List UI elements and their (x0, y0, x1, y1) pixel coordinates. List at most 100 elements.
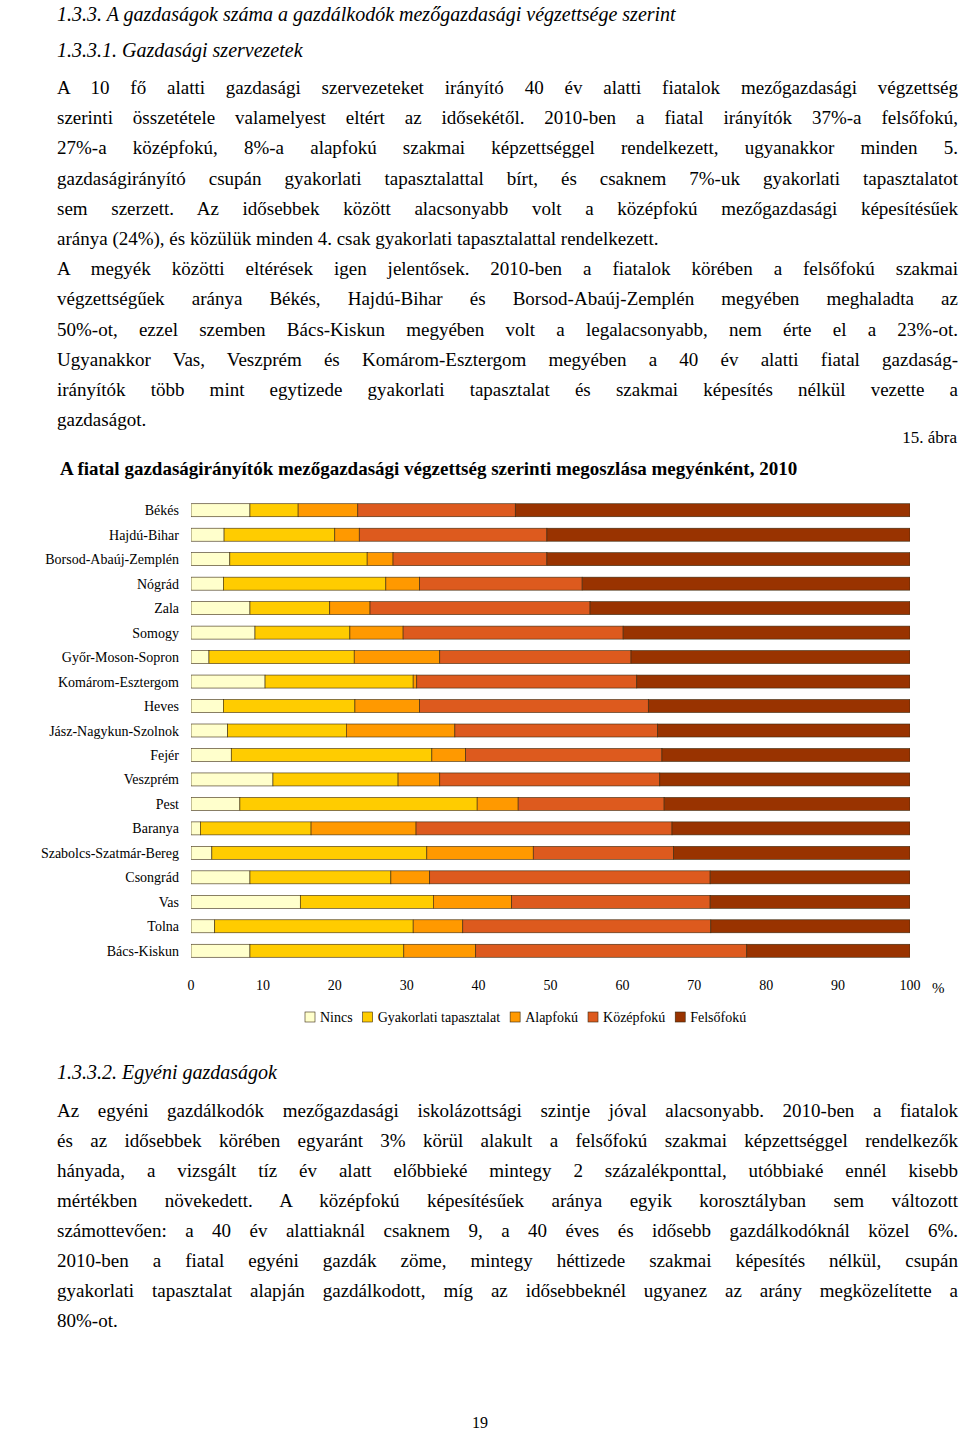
bar-segment (658, 724, 910, 737)
paragraph-line: gyakorlati tapasztalat alapján gazdálkod… (57, 1278, 958, 1304)
bar-segment (250, 504, 298, 517)
tick-label: 30 (400, 978, 414, 993)
category-label: Borsod-Abaúj-Zemplén (45, 552, 179, 567)
bar-segment (515, 504, 910, 517)
paragraph-line: gazdaságirányító csupán gyakorlati tapas… (57, 166, 958, 192)
bar-segment (191, 651, 209, 664)
bar-segment (191, 626, 255, 639)
tick-label: 20 (328, 978, 342, 993)
bar-segment (711, 920, 910, 933)
paragraph-line: A 10 fő alatti gazdasági szervezeteket i… (57, 75, 958, 101)
bar-segment (191, 577, 223, 590)
bar-segment (359, 528, 547, 541)
bar-segment (215, 920, 413, 933)
bar-segment (191, 700, 223, 713)
bar-segment (476, 944, 747, 957)
chart-title: A fiatal gazdaságirányítók mezőgazdasági… (60, 458, 797, 479)
paragraph-line: hányada, a vizsgált tíz év alatt előbbie… (57, 1158, 958, 1184)
bar-segment (413, 920, 463, 933)
bar-segment (230, 553, 367, 566)
paragraph-line: szerinti összetétele valamelyest eltért … (57, 105, 958, 131)
paragraph-line: irányítók több mint egytizede gyakorlati… (57, 377, 958, 403)
bar-segment (355, 700, 420, 713)
paragraph-line: számottevően: a 40 év alattiaknál csakne… (57, 1218, 958, 1244)
category-label: Fejér (150, 748, 179, 763)
legend-swatch (510, 1012, 520, 1022)
bar-segment (440, 651, 631, 664)
bar-segment (191, 602, 250, 615)
bar-segment (223, 700, 355, 713)
legend-swatch (588, 1012, 598, 1022)
tick-label: 40 (472, 978, 486, 993)
paragraph-line: 80%-ot. (57, 1308, 958, 1334)
category-label: Tolna (147, 919, 179, 934)
bar-segment (420, 577, 582, 590)
bar-segment (582, 577, 910, 590)
bar-segment (433, 895, 511, 908)
bar-segment (200, 822, 311, 835)
bar-segment (637, 675, 910, 688)
bar-segment (432, 748, 466, 761)
bar-segment (391, 871, 430, 884)
bar-segment (298, 504, 358, 517)
paragraph-line: mértékben növekedett. A középfokú képesí… (57, 1188, 958, 1214)
category-label: Békés (145, 503, 179, 518)
paragraph-line: és az idősebbek körében egyaránt 3% körü… (57, 1128, 958, 1154)
legend-swatch (363, 1012, 373, 1022)
bar-segment (370, 602, 590, 615)
paragraph-line: 50%-ot, ezzel szemben Bács-Kiskun megyéb… (57, 317, 958, 343)
category-label: Vas (159, 895, 179, 910)
category-label: Zala (154, 601, 180, 616)
bar-segment (250, 944, 404, 957)
bar-segment (386, 577, 420, 590)
tick-label: 10 (256, 978, 270, 993)
chart: 15. ábra A fiatal gazdaságirányítók mezőg… (0, 0, 960, 1432)
category-label: Hajdú-Bihar (109, 528, 179, 543)
axis-label: % (932, 980, 945, 996)
bar-segment (255, 626, 350, 639)
paragraph-line: 27%-a középfokú, 8%-a alapfokú szakmai k… (57, 135, 958, 161)
bar-segment (191, 724, 228, 737)
bar-segment (672, 822, 910, 835)
bar-segment (547, 553, 910, 566)
bar-segment (398, 773, 440, 786)
category-label: Heves (144, 699, 179, 714)
tick-label: 100 (900, 978, 921, 993)
bar-segment (533, 846, 673, 859)
legend-label: Középfokú (603, 1010, 665, 1025)
category-label: Pest (156, 797, 179, 812)
bar-segment (191, 944, 250, 957)
paragraph-line: Az egyéni gazdálkodók mezőgazdasági isko… (57, 1098, 958, 1124)
bar-segment (367, 553, 393, 566)
legend-swatch (305, 1012, 315, 1022)
figure-number: 15. ábra (902, 428, 957, 447)
bar-segment (231, 748, 432, 761)
bar-segment (346, 724, 455, 737)
category-label: Nógrád (137, 577, 179, 592)
bar-segment (311, 822, 416, 835)
legend-label: Nincs (320, 1010, 353, 1025)
bar-segment (300, 895, 433, 908)
bar-segment (191, 846, 212, 859)
bar-segment (191, 748, 231, 761)
paragraph-line: gazdaságot. (57, 407, 958, 433)
bar-segment (191, 773, 273, 786)
section-heading: 1.3.3. A gazdaságok száma a gazdálkodók … (57, 1, 958, 27)
bar-segment (250, 602, 330, 615)
bar-segment (590, 602, 910, 615)
category-label: Győr-Moson-Sopron (62, 650, 179, 665)
category-label: Baranya (132, 821, 179, 836)
bar-segment (403, 626, 623, 639)
category-label: Somogy (132, 626, 179, 641)
bar-segment (191, 797, 240, 810)
bar-segment (440, 773, 660, 786)
bar-segment (350, 626, 403, 639)
bar-segment (420, 700, 649, 713)
bar-segment (413, 675, 417, 688)
bar-segment (710, 871, 910, 884)
paragraph-line: aránya (24%), és közülük minden 4. csak … (57, 226, 958, 252)
tick-label: 60 (615, 978, 629, 993)
category-label: Veszprém (124, 772, 179, 787)
bar-segment (463, 920, 711, 933)
bar-segment (358, 504, 515, 517)
